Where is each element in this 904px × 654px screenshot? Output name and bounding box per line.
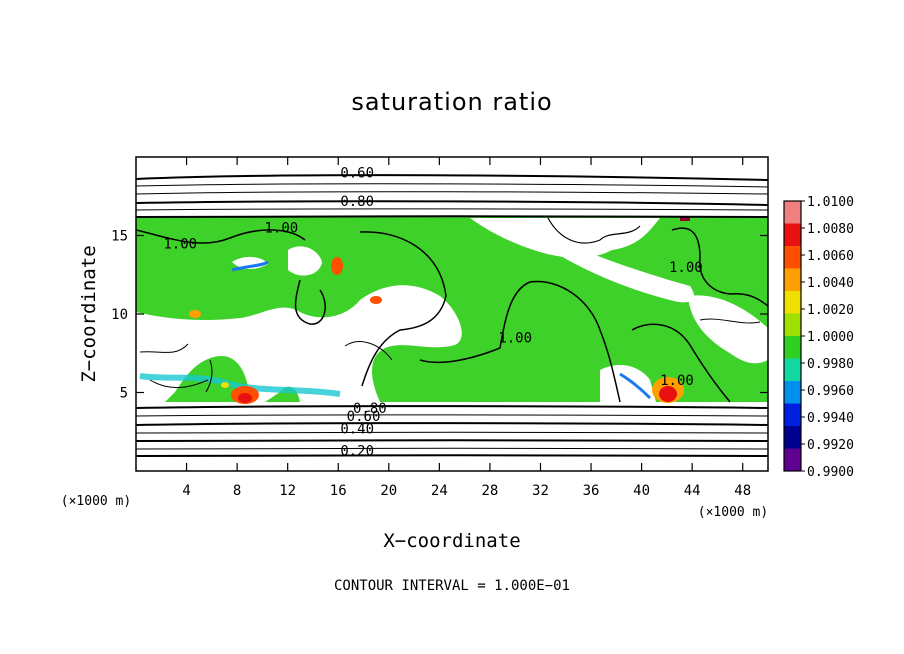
colorbar-label: 1.0000 bbox=[807, 330, 854, 345]
x-tick-label: 16 bbox=[330, 483, 347, 499]
x-tick-label: 4 bbox=[182, 483, 190, 499]
colorbar-label: 0.9920 bbox=[807, 438, 854, 453]
colorbar-swatch bbox=[784, 448, 801, 472]
supersaturated-spots bbox=[189, 217, 690, 404]
x-tick-label: 24 bbox=[431, 483, 448, 499]
heatmap-field: 0.600.801.001.001.001.001.000.800.600.40… bbox=[136, 157, 768, 471]
colorbar-swatch bbox=[784, 381, 801, 404]
contour-line bbox=[671, 227, 768, 307]
contour-line bbox=[136, 215, 768, 218]
contour-line bbox=[205, 318, 761, 393]
contour-label: 1.00 bbox=[265, 221, 299, 237]
dry-patch bbox=[470, 218, 660, 258]
contour-label: 0.20 bbox=[340, 444, 374, 460]
x-tick-label: 36 bbox=[583, 483, 600, 499]
contour-line bbox=[631, 323, 731, 403]
y-tick-label: 10 bbox=[111, 307, 128, 323]
x-tick-label: 40 bbox=[633, 483, 650, 499]
colorbar-label: 0.9980 bbox=[807, 357, 854, 372]
contour-label: 1.00 bbox=[669, 260, 703, 276]
contour-lines bbox=[136, 174, 768, 457]
x-tick-label: 8 bbox=[233, 483, 241, 499]
x-tick-label: 20 bbox=[380, 483, 397, 499]
contour-line bbox=[136, 174, 768, 181]
colorbar-label: 1.0080 bbox=[807, 222, 854, 237]
x-tick-label: 28 bbox=[481, 483, 498, 499]
colorbar-swatch bbox=[784, 268, 801, 292]
colorbar-swatch bbox=[784, 223, 801, 247]
x-axis: 4 8 12 16 20 24 28 32 36 40 44 48 bbox=[182, 157, 751, 499]
subsaturated-edge bbox=[231, 260, 652, 400]
colorbar-swatch bbox=[784, 403, 801, 427]
colorbar-swatch bbox=[784, 291, 801, 314]
x-tick-label: 44 bbox=[684, 483, 701, 499]
dry-patch bbox=[688, 295, 768, 364]
colorbar-swatch bbox=[784, 358, 801, 382]
dry-patch bbox=[288, 246, 322, 276]
colorbar-label: 0.9940 bbox=[807, 411, 854, 426]
contour-label: 1.00 bbox=[498, 331, 532, 347]
subsaturated-edge bbox=[139, 373, 341, 397]
contour-label: 0.80 bbox=[353, 401, 387, 417]
x-unit-label: (×1000 m) bbox=[698, 505, 768, 520]
y-unit-label: (×1000 m) bbox=[61, 494, 131, 509]
colorbar-label: 1.0100 bbox=[807, 195, 854, 210]
colorbar-label: 0.9900 bbox=[807, 465, 854, 480]
contour-line bbox=[136, 183, 768, 188]
contour-labels: 0.600.801.001.001.001.001.000.800.600.40… bbox=[163, 166, 703, 460]
contour-label: 0.60 bbox=[340, 166, 374, 182]
contour-line bbox=[136, 431, 768, 434]
contour-line bbox=[136, 454, 768, 457]
colorbar-swatch bbox=[784, 426, 801, 449]
colorbar: 1.0100 1.0080 1.0060 1.0040 1.0020 1.0000 0.99… bbox=[783, 195, 854, 480]
y-axis-label: Z−coordinate bbox=[78, 245, 100, 382]
contour-line bbox=[136, 414, 768, 417]
contour-label: 1.00 bbox=[163, 236, 197, 252]
colorbar-label: 1.0060 bbox=[807, 249, 854, 264]
contour-label: 0.40 bbox=[340, 422, 374, 438]
colorbar-swatch bbox=[784, 201, 801, 224]
y-tick-label: 5 bbox=[120, 386, 128, 402]
colorbar-swatch bbox=[784, 336, 801, 359]
contour-label: 0.60 bbox=[347, 409, 381, 425]
x-tick-label: 12 bbox=[279, 483, 296, 499]
colorbar-swatch bbox=[784, 246, 801, 269]
y-tick-label: 15 bbox=[111, 229, 128, 245]
x-tick-label: 48 bbox=[734, 483, 751, 499]
contour-label: 0.80 bbox=[340, 194, 374, 210]
dry-patch bbox=[136, 285, 462, 402]
contour-line bbox=[136, 447, 768, 450]
x-axis-label: X−coordinate bbox=[383, 530, 520, 552]
contour-line bbox=[136, 229, 306, 244]
contour-line bbox=[136, 405, 768, 409]
contour-line bbox=[136, 191, 768, 195]
contour-line bbox=[419, 280, 621, 403]
colorbar-label: 1.0020 bbox=[807, 303, 854, 318]
y-axis: 5 10 15 bbox=[111, 229, 768, 402]
contour-line bbox=[139, 341, 393, 388]
colorbar-label: 0.9960 bbox=[807, 384, 854, 399]
contour-line bbox=[136, 208, 768, 211]
contour-line bbox=[136, 439, 768, 442]
contour-label: 1.00 bbox=[660, 373, 694, 389]
colorbar-swatch bbox=[784, 313, 801, 337]
chart-title: saturation ratio bbox=[351, 88, 553, 116]
contour-line bbox=[136, 422, 768, 426]
contour-line bbox=[294, 279, 326, 325]
dry-patch bbox=[540, 230, 694, 303]
contour-line bbox=[136, 200, 768, 206]
contour-interval-note: CONTOUR INTERVAL = 1.000E−01 bbox=[333, 578, 570, 594]
colorbar-label: 1.0040 bbox=[807, 276, 854, 291]
x-tick-label: 32 bbox=[532, 483, 549, 499]
contour-line bbox=[359, 231, 447, 387]
contour-line bbox=[547, 217, 641, 244]
